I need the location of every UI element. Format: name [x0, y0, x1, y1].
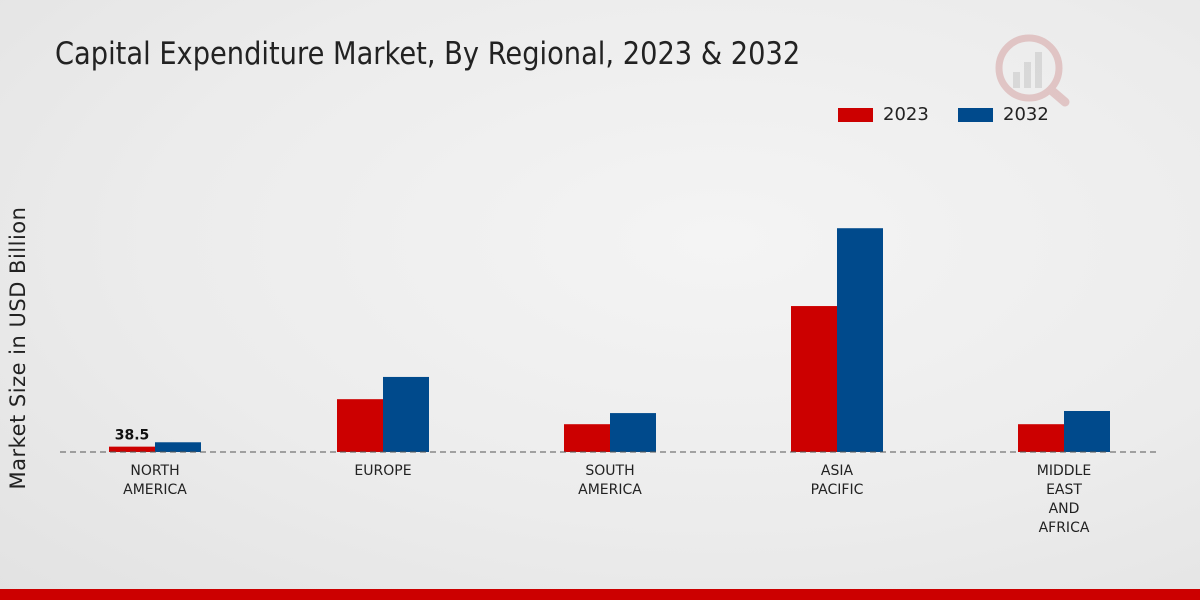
bar-2023-3 — [791, 306, 837, 452]
bar-2032-2 — [610, 413, 656, 452]
x-tick-label-4: MIDDLE EAST AND AFRICA — [1037, 463, 1091, 536]
bar-2032-4 — [1064, 410, 1110, 452]
legend-swatch-2032 — [958, 107, 993, 122]
chart-title: Capital Expenditure Market, By Regional,… — [55, 36, 801, 72]
x-tick-label-0: NORTH AMERICA — [123, 463, 187, 498]
x-tick-label-2: SOUTH AMERICA — [578, 463, 642, 498]
x-tick-label-1: EUROPE — [354, 463, 411, 479]
bar-2032-1 — [383, 376, 429, 452]
bar-2023-4 — [1018, 424, 1064, 452]
bar-2023-1 — [337, 399, 383, 452]
data-labels: 38.5 — [115, 428, 150, 444]
x-tick-label-3: ASIA PACIFIC — [811, 463, 864, 498]
legend-swatch-2023 — [838, 107, 873, 122]
bars-group — [109, 228, 1110, 452]
x-tick-labels: NORTH AMERICA EUROPE SOUTH AMERICA ASIA PACIFI… — [123, 463, 1091, 536]
bar-2023-2 — [564, 424, 610, 452]
brand-logo-icon — [995, 34, 1070, 107]
legend-item-2032: 2032 — [958, 104, 1049, 125]
bar-2032-3 — [837, 228, 883, 452]
legend-label-2023: 2023 — [883, 104, 929, 125]
bar-2023-0 — [109, 446, 155, 452]
bar-2032-0 — [155, 442, 201, 452]
legend-item-2023: 2023 — [838, 104, 929, 125]
legend-label-2032: 2032 — [1003, 104, 1049, 125]
footer-bar — [0, 589, 1200, 600]
data-label-0: 38.5 — [115, 428, 150, 444]
